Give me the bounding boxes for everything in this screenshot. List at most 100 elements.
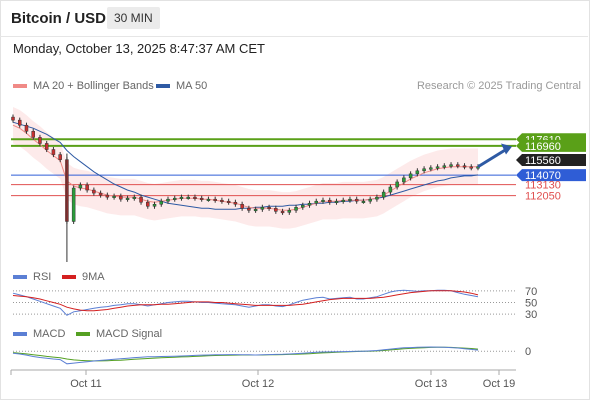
candle-body [449,164,453,167]
candle-body [253,209,258,212]
candle-body [456,164,460,167]
candle-body [462,165,467,168]
macd-zero-label: 0 [525,346,531,358]
candle-body [146,201,150,207]
candle-body [44,143,49,150]
candle-body [220,199,224,202]
research-credit: Research © 2025 Trading Central [416,80,581,92]
candle-body [24,124,29,132]
candle-body [193,196,197,199]
timeframe-button[interactable]: 30 MIN [107,7,160,29]
candle-body [51,149,56,155]
level-label-3: 114070 [525,170,561,182]
rsi-level-label-0: 70 [525,286,537,298]
candle-body [395,181,399,188]
candle-body [213,198,217,201]
candle-body [354,198,359,202]
candle-body [294,207,298,211]
candle-body [422,168,426,172]
candle-body [119,195,123,200]
ma50-line [12,121,479,210]
level-label-2: 115560 [525,155,561,167]
candle-body [152,203,157,207]
candle-body [179,196,184,199]
candle-body [233,201,238,205]
legend-ma20-swatch [13,84,27,88]
candle-body [435,166,440,169]
candle-body [388,186,393,193]
legend-macd-signal-label: MACD Signal [96,328,163,340]
candle-body [125,197,130,200]
legend-9ma-label: 9MA [82,271,105,283]
candle-body [327,199,332,203]
legend-rsi-swatch [13,275,27,279]
candle-body [71,187,76,222]
rsi-level-label-2: 30 [525,309,537,321]
rsi-level-label-1: 50 [525,298,537,310]
macd-signal-line [12,346,479,362]
level-label-4: 113130 [525,180,561,192]
legend-macd-signal: MACD Signal [76,328,162,340]
candle-body [402,177,406,183]
legend-ma20: MA 20 + Bollinger Bands [13,80,154,92]
ma20-line [12,124,478,211]
legend-ma50-swatch [156,84,170,88]
level-label-box-3 [516,169,586,182]
candle-body [240,203,244,209]
x-tick-label-3: Oct 19 [483,378,515,390]
legend-macd-label: MACD [33,328,66,340]
candle-body [267,207,271,210]
projection-arrowhead [501,143,512,155]
level-label-box-2 [516,154,586,167]
candle-body [85,184,89,191]
legend-9ma: 9MA [62,271,105,283]
candle-body [92,189,96,194]
candle-body [334,200,339,203]
x-tick-label-1: Oct 12 [242,378,274,390]
candle-body [139,196,143,203]
projection-arrow [477,148,507,169]
chart-header: Bitcoin / USD 30 MIN [0,0,588,37]
legend-macd-signal-swatch [76,332,90,336]
level-label-box-1 [516,139,586,152]
macd-line [12,346,479,365]
candle-body [166,198,170,202]
candle-body [415,170,420,175]
candle-body [98,192,103,196]
candle-body [287,210,292,213]
rsi-line [12,289,479,316]
candle-body [132,196,137,199]
candle-body [442,165,447,168]
candle-body [58,154,62,160]
legend-ma50: MA 50 [156,80,207,92]
legend-rsi: RSI [13,271,51,283]
level-label-1: 116960 [525,141,561,153]
candle-body [247,208,251,211]
candle-body [112,195,116,198]
candle-body [280,211,285,214]
candle-body [11,116,15,121]
legend-ma50-label: MA 50 [176,80,208,92]
candle-body [159,200,164,205]
candle-body [368,198,372,202]
candle-body [172,197,177,200]
candle-body [38,137,42,144]
candle-body [274,208,278,212]
candle-body [78,184,83,189]
candle-body [429,167,433,170]
candle-body [341,199,345,202]
rsi-9ma-line [12,290,479,312]
candle-body [206,198,211,201]
candle-body [469,166,474,169]
candle-body [186,196,190,199]
candle-body [361,200,366,203]
legend-macd-swatch [13,332,27,336]
x-tick-label-0: Oct 11 [70,378,102,390]
legend-ma20-label: MA 20 + Bollinger Bands [33,80,154,92]
candle-body [321,199,325,202]
candle-body [381,191,386,198]
candle-body [348,198,352,201]
legend-9ma-swatch [62,275,76,279]
chart-datetime: Monday, October 13, 2025 8:47:37 AM CET [13,41,265,56]
